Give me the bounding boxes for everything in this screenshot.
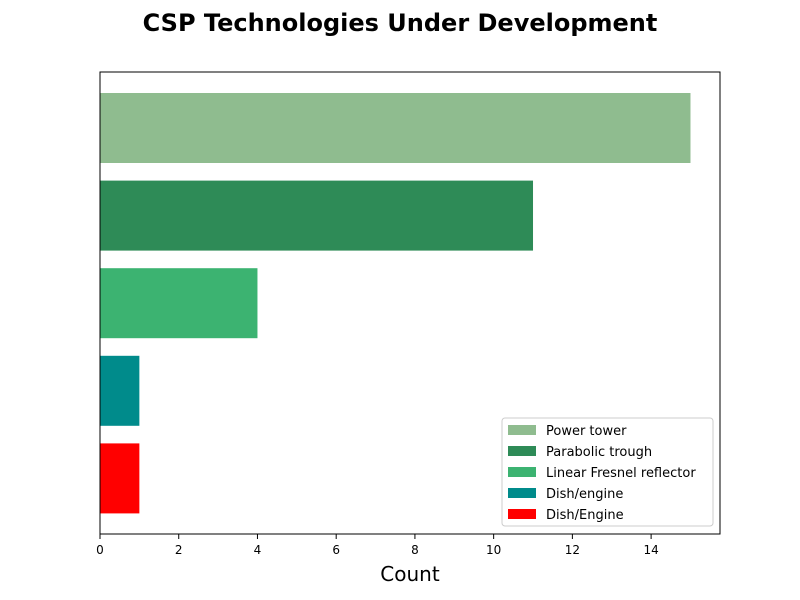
- chart-title: CSP Technologies Under Development: [143, 9, 658, 37]
- x-tick-label: 14: [643, 543, 658, 557]
- legend-swatch: [508, 425, 536, 435]
- legend-label: Power tower: [546, 424, 627, 439]
- legend-label: Linear Fresnel reflector: [546, 466, 696, 481]
- legend-label: Dish/engine: [546, 487, 623, 502]
- legend-swatch: [508, 488, 536, 498]
- bars-group: [100, 93, 691, 514]
- bar-2: [100, 268, 258, 339]
- x-tick-label: 4: [254, 543, 262, 557]
- bar-4: [100, 443, 140, 514]
- legend-swatch: [508, 467, 536, 477]
- x-tick-label: 2: [175, 543, 183, 557]
- plot-frame: [99, 71, 721, 535]
- x-tick-label: 10: [486, 543, 501, 557]
- legend-box: [501, 417, 714, 527]
- x-tick-label: 6: [332, 543, 340, 557]
- x-tick-label: 0: [96, 543, 104, 557]
- x-axis-label: Count: [380, 562, 440, 586]
- bar-1: [100, 180, 534, 251]
- x-tick-label: 12: [565, 543, 580, 557]
- bar-0: [100, 93, 691, 163]
- x-tick-label: 8: [411, 543, 419, 557]
- legend-label: Parabolic trough: [546, 445, 652, 460]
- bar-3: [100, 355, 140, 426]
- legend-swatch: [508, 446, 536, 456]
- legend-label: Dish/Engine: [546, 508, 624, 523]
- x-axis: 0 2 4 6 8 10 12 14: [96, 534, 659, 557]
- legend-swatch: [508, 509, 536, 519]
- legend: Power tower Parabolic trough Linear Fresne…: [501, 417, 714, 527]
